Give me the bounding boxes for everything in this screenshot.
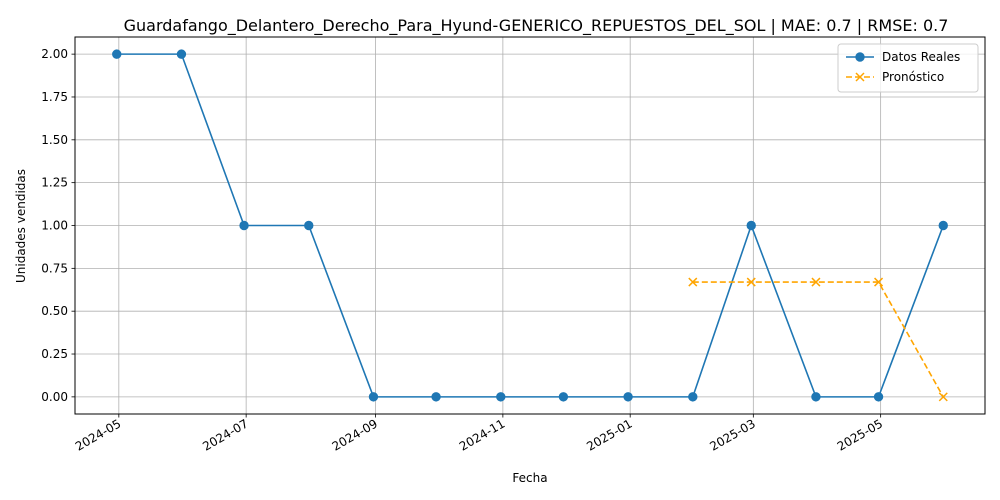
data-point	[938, 392, 948, 402]
data-point	[239, 220, 249, 231]
x-tick-label: 2025-05	[835, 416, 885, 453]
series-line	[116, 53, 945, 398]
x-tick-label: 2024-05	[73, 416, 123, 453]
data-point	[496, 392, 506, 402]
legend-label: Pronóstico	[882, 70, 944, 84]
data-point	[368, 392, 379, 402]
chart-title: Guardafango_Delantero_Derecho_Para_Hyund…	[124, 16, 949, 36]
y-tick-label: 0.50	[41, 304, 68, 318]
y-tick-label: 1.75	[41, 90, 68, 104]
y-tick-label: 0.25	[41, 347, 68, 361]
y-axis-label: Unidades vendidas	[14, 169, 28, 283]
x-tick-label: 2024-09	[330, 416, 380, 453]
series-forecast	[688, 277, 948, 402]
data-point	[304, 220, 314, 231]
y-tick-label: 0.75	[41, 261, 68, 275]
x-tick-label: 2025-01	[584, 416, 634, 453]
data-point	[811, 392, 821, 402]
legend: Datos Reales Pronóstico	[837, 43, 979, 93]
data-point	[855, 52, 865, 62]
x-tick-label: 2025-03	[707, 416, 757, 453]
x-axis-label: Fecha	[512, 471, 547, 485]
data-point	[112, 49, 122, 59]
legend-item: Pronóstico	[846, 70, 944, 84]
x-tick-label: 2024-07	[200, 416, 250, 453]
x-axis: 2024-05 2024-07 2024-09 2024-11 2025-01 2025-…	[73, 414, 885, 454]
data-point	[176, 49, 187, 59]
data-point	[855, 72, 865, 82]
y-tick-label: 1.25	[41, 176, 68, 190]
series-actual	[112, 49, 948, 402]
data-point	[873, 392, 884, 402]
grid	[75, 37, 985, 414]
data-point	[688, 277, 698, 287]
y-axis: 0.00 0.25 0.50 0.75 1.00 1.25 1.50 1.75 2.00	[41, 47, 75, 404]
series-line	[692, 281, 944, 398]
data-point	[746, 220, 756, 231]
y-tick-label: 2.00	[41, 47, 68, 61]
x-tick-label: 2024-11	[457, 416, 507, 453]
data-point	[938, 220, 948, 231]
series-layer	[112, 49, 948, 402]
data-point	[688, 392, 698, 402]
data-point	[746, 277, 756, 287]
legend-item: Datos Reales	[846, 50, 960, 64]
legend-label: Datos Reales	[882, 50, 960, 64]
data-point	[874, 277, 884, 287]
data-point	[558, 392, 569, 402]
y-tick-label: 1.00	[41, 219, 68, 233]
y-tick-label: 0.00	[41, 390, 68, 404]
data-point	[431, 392, 441, 402]
y-tick-label: 1.50	[41, 133, 68, 147]
legend-box	[837, 43, 979, 93]
data-point	[811, 277, 821, 287]
data-point	[623, 392, 633, 402]
